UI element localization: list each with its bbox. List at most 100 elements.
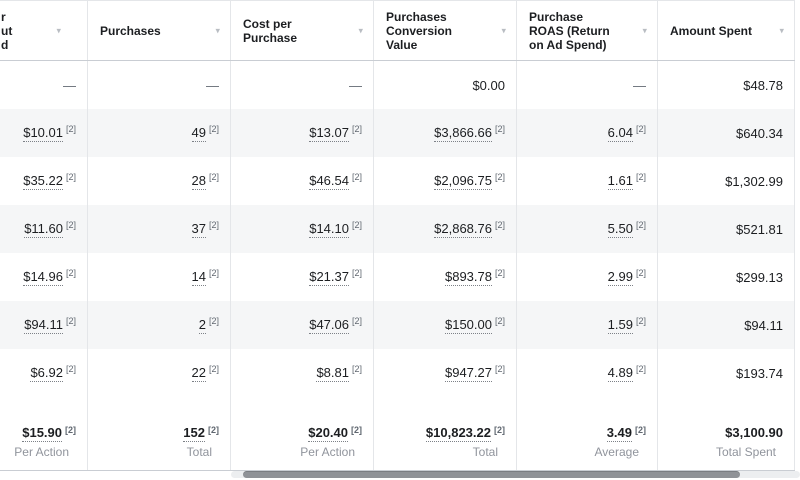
empty-cell-cost-per-purchase: [231, 397, 374, 414]
cell-value: $0.00: [472, 77, 505, 93]
cell-value: —: [633, 77, 646, 93]
table-row: — — — $0.00 — $48.78: [0, 61, 795, 109]
empty-cell-purchases: [88, 397, 231, 414]
cell-cost-per-purchase: —: [231, 61, 374, 109]
column-header-purchase-roas[interactable]: Purchase ROAS (Return on Ad Spend) ▾: [517, 1, 658, 60]
total-value: $15.90 [2]: [22, 425, 76, 442]
footnote-marker: [2]: [208, 315, 219, 326]
cell-value: $46.54: [309, 172, 349, 190]
footnote-marker: [2]: [351, 425, 362, 435]
cell-cost-per-purchase: $14.10 [2]: [231, 205, 374, 253]
footnote-marker: [2]: [351, 363, 362, 374]
footnote-marker: [2]: [494, 315, 505, 326]
cell-value: 1.61: [607, 172, 633, 190]
cell-truncated-leading-metric: $11.60 [2]: [0, 205, 88, 253]
sort-chevron-icon[interactable]: ▾: [642, 25, 647, 35]
cell-cost-per-purchase: $46.54 [2]: [231, 157, 374, 205]
table-row: $94.11 [2] 2 [2] $47.06 [2] $150.00 [2] 1.59 [2] $…: [0, 301, 795, 349]
total-cell-purchase-roas: 3.49 [2] Average: [517, 414, 658, 470]
scrollbar-thumb[interactable]: [243, 471, 740, 478]
empty-cell-purchase-roas: [517, 397, 658, 414]
cell-value: 28: [191, 172, 206, 190]
cell-purchases-conversion-value: $0.00: [374, 61, 517, 109]
cell-purchase-roas: 5.50 [2]: [517, 205, 658, 253]
table-row: $6.92 [2] 22 [2] $8.81 [2] $947.27 [2] 4.89 [2] $1…: [0, 349, 795, 397]
cell-cost-per-purchase: $13.07 [2]: [231, 109, 374, 157]
sort-chevron-icon[interactable]: ▾: [56, 25, 61, 35]
total-cell-purchases-conversion-value: $10,823.22 [2] Total: [374, 414, 517, 470]
cell-truncated-leading-metric: $14.96 [2]: [0, 253, 88, 301]
cell-cost-per-purchase: $8.81 [2]: [231, 349, 374, 397]
cell-truncated-leading-metric: $6.92 [2]: [0, 349, 88, 397]
footnote-marker: [2]: [494, 219, 505, 230]
total-cell-amount-spent: $3,100.90 Total Spent: [658, 414, 795, 470]
column-header-line: Amount Spent: [670, 23, 752, 38]
cell-value: 37: [191, 220, 206, 238]
column-header-amount-spent[interactable]: Amount Spent ▾: [658, 1, 795, 60]
sort-chevron-icon[interactable]: ▾: [779, 25, 784, 35]
cell-purchase-roas: 1.61 [2]: [517, 157, 658, 205]
cell-purchases-conversion-value: $2,868.76 [2]: [374, 205, 517, 253]
total-value: $10,823.22 [2]: [425, 425, 505, 442]
cell-value: $1,302.99: [725, 173, 783, 189]
column-header-line: Value: [386, 37, 418, 52]
footnote-marker: [2]: [635, 219, 646, 230]
footnote-marker: [2]: [65, 267, 76, 278]
cell-value: 4.89: [607, 364, 633, 382]
table-row: $10.01 [2] 49 [2] $13.07 [2] $3,866.66 [2] 6.04[…: [0, 109, 795, 157]
cell-value: $94.11: [744, 317, 783, 333]
cell-purchase-roas: 2.99 [2]: [517, 253, 658, 301]
column-header-truncated-leading-metric[interactable]: r ut d ▾: [0, 1, 88, 60]
footnote-marker: [2]: [635, 363, 646, 374]
footnote-marker: [2]: [65, 171, 76, 182]
total-label: Per Action: [300, 445, 355, 459]
table-empty-row: [0, 397, 795, 414]
cell-value: 1.59: [607, 316, 633, 334]
column-header-label: Purchase ROAS (Return on Ad Spend): [517, 10, 610, 52]
footnote-marker: [2]: [635, 425, 646, 435]
empty-cell-purchases-conversion-value: [374, 397, 517, 414]
column-header-line: ROAS (Return: [529, 23, 610, 38]
sort-chevron-icon[interactable]: ▾: [501, 25, 506, 35]
cell-value: $13.07: [309, 124, 349, 142]
total-value-text: $3,100.90: [725, 425, 783, 440]
column-header-label: Purchases: [88, 24, 161, 38]
cell-value: 6.04: [607, 124, 633, 142]
footnote-marker: [2]: [351, 171, 362, 182]
column-header-purchases-conversion-value[interactable]: Purchases Conversion Value ▾: [374, 1, 517, 60]
cell-value: 2: [198, 316, 206, 334]
cell-value: $2,096.75: [434, 172, 492, 190]
footnote-marker: [2]: [65, 315, 76, 326]
total-label: Average: [594, 445, 639, 459]
total-value: 152 [2]: [183, 425, 219, 442]
footnote-marker: [2]: [351, 315, 362, 326]
table-row: $14.96 [2] 14 [2] $21.37 [2] $893.78 [2] 2.99 [2]…: [0, 253, 795, 301]
column-header-label: r ut d: [0, 10, 12, 52]
cell-purchases: 14 [2]: [88, 253, 231, 301]
cell-value: $299.13: [736, 269, 783, 285]
footnote-marker: [2]: [494, 267, 505, 278]
cell-purchase-roas: 4.89 [2]: [517, 349, 658, 397]
table-row: $35.22 [2] 28 [2] $46.54 [2] $2,096.75 [2] 1.61[…: [0, 157, 795, 205]
column-header-line: on Ad Spend): [529, 37, 607, 52]
total-value-text: 152: [183, 425, 205, 442]
cell-value: $521.81: [736, 221, 783, 237]
column-header-line: ut: [1, 23, 13, 38]
column-header-purchases[interactable]: Purchases ▾: [88, 1, 231, 60]
cell-purchases-conversion-value: $2,096.75 [2]: [374, 157, 517, 205]
cell-value: 2.99: [607, 268, 633, 286]
sort-chevron-icon[interactable]: ▾: [215, 25, 220, 35]
sort-chevron-icon[interactable]: ▾: [358, 25, 363, 35]
horizontal-scrollbar[interactable]: [231, 471, 800, 478]
footnote-marker: [2]: [351, 123, 362, 134]
column-header-cost-per-purchase[interactable]: Cost per Purchase ▾: [231, 1, 374, 60]
total-cell-purchases: 152 [2] Total: [88, 414, 231, 470]
footnote-marker: [2]: [208, 363, 219, 374]
cell-value: $2,868.76: [434, 220, 492, 238]
column-header-line: Conversion: [386, 23, 453, 38]
total-value-text: 3.49: [606, 425, 632, 442]
column-header-line: Cost per: [243, 16, 292, 31]
table-header-row: r ut d ▾ Purchases ▾ Cost per Purchase ▾ Purchase…: [0, 1, 795, 61]
table-totals-row: $15.90 [2] Per Action 152 [2] Total $20.40 [2] P…: [0, 414, 795, 470]
